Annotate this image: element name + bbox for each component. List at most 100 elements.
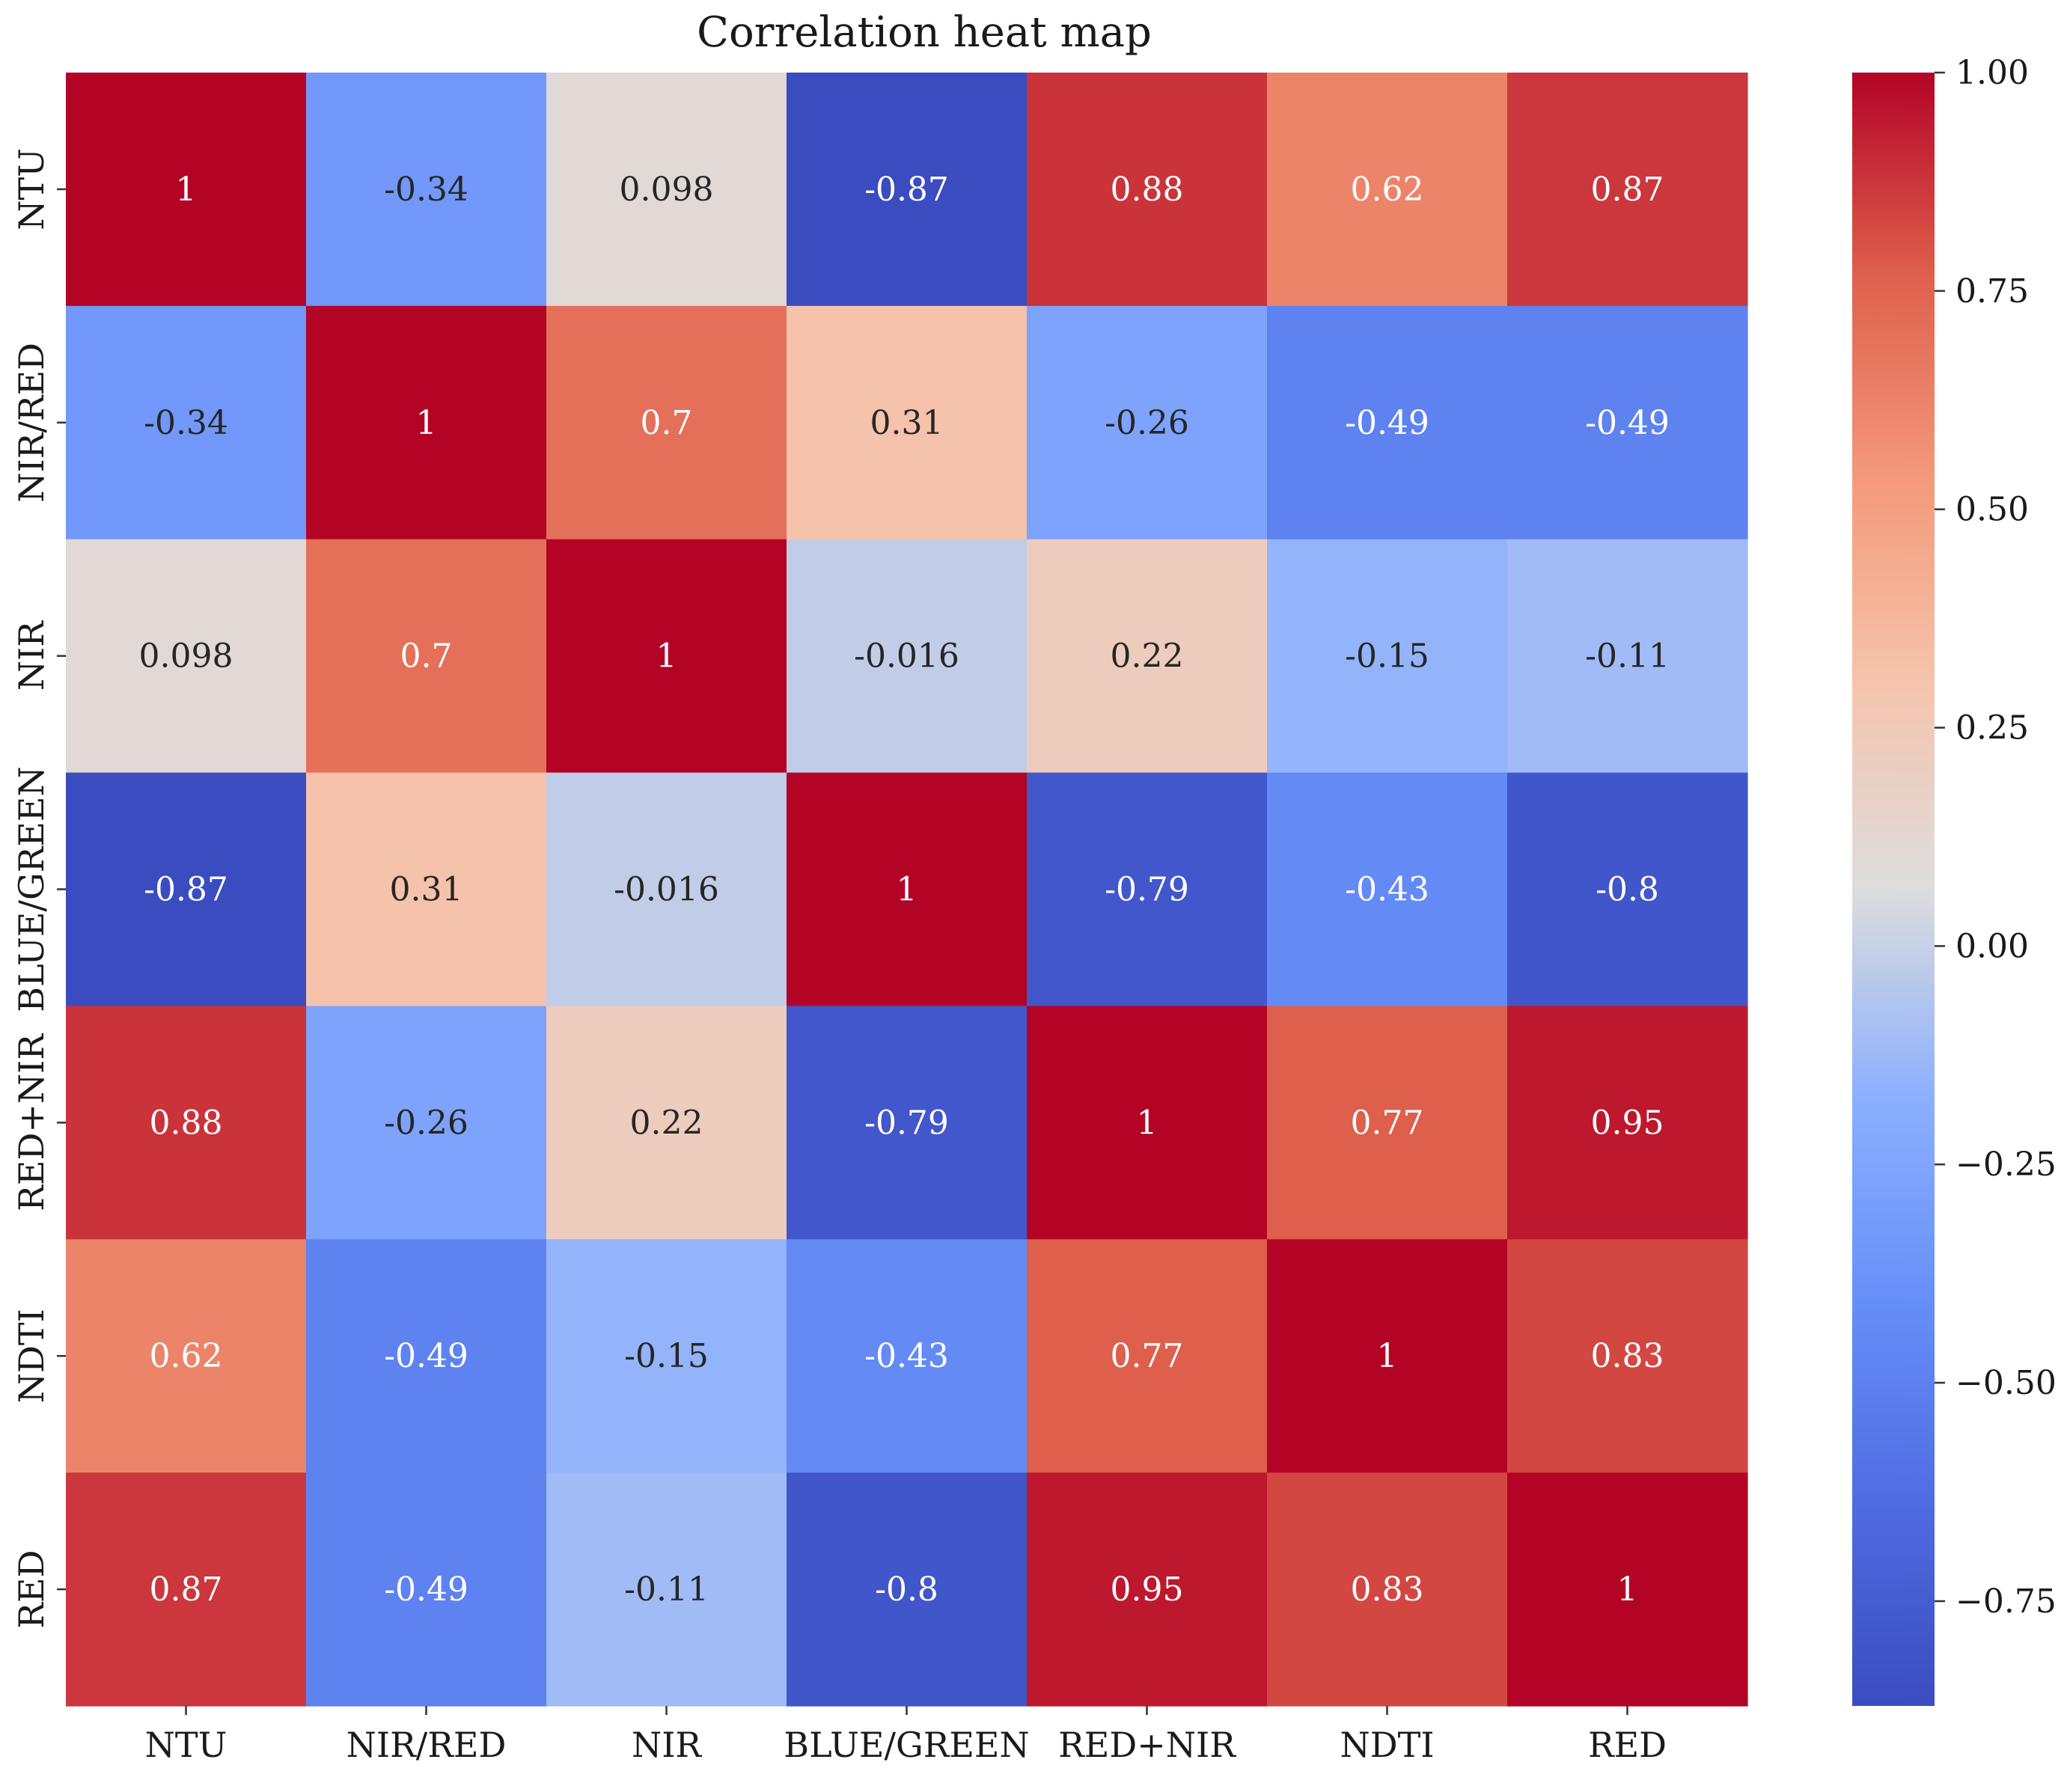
cell-annotation-5-1: -0.49 xyxy=(384,1337,468,1375)
heatmap-cell-4-3 xyxy=(787,1006,1028,1240)
heatmap-cell-1-0 xyxy=(66,305,307,540)
x-axis: NTU NIR/RED NIR BLUE/GREEN RED+NIR NDTI RED xyxy=(145,1706,1667,1765)
cell-annotation-1-1: 1 xyxy=(416,404,437,442)
cell-annotation-2-5: -0.15 xyxy=(1345,637,1429,676)
heatmap-cell-6-0 xyxy=(66,1473,307,1707)
cell-annotation-5-5: 1 xyxy=(1377,1337,1398,1375)
heatmap-cell-4-4 xyxy=(1027,1006,1268,1240)
cell-annotation-1-0: -0.34 xyxy=(144,404,228,442)
cell-annotation-3-1: 0.31 xyxy=(390,871,463,909)
colorbar-tick-label-4: 0.00 xyxy=(1955,927,2029,965)
heatmap-cell-2-3 xyxy=(787,539,1028,774)
cell-annotation-0-4: 0.88 xyxy=(1111,171,1184,209)
cell-annotation-3-4: -0.79 xyxy=(1105,871,1189,909)
heatmap-cell-2-5 xyxy=(1267,539,1508,774)
heatmap-cell-5-1 xyxy=(306,1239,547,1473)
heatmap-cell-3-4 xyxy=(1027,772,1268,1007)
cell-annotation-4-2: 0.22 xyxy=(630,1104,703,1142)
cell-annotation-6-1: -0.49 xyxy=(384,1571,468,1609)
heatmap-cell-6-5 xyxy=(1267,1473,1508,1707)
cell-annotation-4-4: 1 xyxy=(1137,1104,1158,1142)
chart-title: Correlation heat map xyxy=(697,8,1152,57)
colorbar-tick-label-1: 0.75 xyxy=(1955,272,2029,311)
heatmap-cell-3-5 xyxy=(1267,772,1508,1007)
cell-annotation-0-2: 0.098 xyxy=(620,171,714,209)
cell-annotation-4-3: -0.79 xyxy=(864,1104,949,1142)
heatmap-cell-6-2 xyxy=(546,1473,787,1707)
heatmap-cell-3-2 xyxy=(546,772,787,1007)
heatmap-cell-0-0 xyxy=(66,73,307,307)
heatmap-cell-2-4 xyxy=(1027,539,1268,774)
heatmap-cell-0-2 xyxy=(546,73,787,307)
cell-annotation-5-0: 0.62 xyxy=(150,1337,223,1375)
cell-annotation-2-6: -0.11 xyxy=(1585,637,1670,676)
cell-annotation-5-6: 0.83 xyxy=(1591,1337,1664,1375)
cell-annotation-4-6: 0.95 xyxy=(1591,1104,1664,1142)
heatmap-cell-0-5 xyxy=(1267,73,1508,307)
heatmap-cell-4-5 xyxy=(1267,1006,1508,1240)
cell-annotation-6-2: -0.11 xyxy=(624,1571,709,1609)
heatmap-cell-5-6 xyxy=(1507,1239,1748,1473)
heatmap-cell-6-3 xyxy=(787,1473,1028,1707)
x-tick-label-1: NIR/RED xyxy=(346,1725,507,1765)
heatmap-cells xyxy=(66,73,1748,1707)
heatmap-cell-6-4 xyxy=(1027,1473,1268,1707)
colorbar: 1.00 0.75 0.50 0.25 0.00 −0.25 −0.50 −0.75 xyxy=(1852,54,2057,1706)
x-tick-label-2: NIR xyxy=(632,1725,702,1765)
heatmap-cell-0-6 xyxy=(1507,73,1748,307)
cell-annotation-5-2: -0.15 xyxy=(624,1337,709,1375)
cell-annotation-6-6: 1 xyxy=(1617,1571,1638,1609)
heatmap-cell-5-2 xyxy=(546,1239,787,1473)
y-tick-label-1: NIR/RED xyxy=(11,343,52,503)
heatmap-cell-3-3 xyxy=(787,772,1028,1007)
heatmap-cell-4-1 xyxy=(306,1006,547,1240)
cell-annotation-1-4: -0.26 xyxy=(1105,404,1189,442)
heatmap-cell-0-4 xyxy=(1027,73,1268,307)
x-tick-label-0: NTU xyxy=(145,1725,228,1765)
x-tick-label-6: RED xyxy=(1588,1725,1667,1765)
heatmap-cell-2-6 xyxy=(1507,539,1748,774)
y-tick-label-4: RED+NIR xyxy=(11,1033,52,1211)
y-axis: NTU NIR/RED NIR BLUE/GREEN RED+NIR NDTI RED xyxy=(11,148,66,1629)
colorbar-tick-label-2: 0.50 xyxy=(1955,491,2029,529)
heatmap-cell-4-2 xyxy=(546,1006,787,1240)
cell-annotation-0-1: -0.34 xyxy=(384,171,468,209)
colorbar-tick-label-5: −0.25 xyxy=(1955,1146,2057,1184)
heatmap-cell-6-1 xyxy=(306,1473,547,1707)
cell-annotation-4-0: 0.88 xyxy=(150,1104,223,1142)
colorbar-tick-label-3: 0.25 xyxy=(1955,709,2029,747)
y-tick-label-2: NIR xyxy=(11,620,52,691)
heatmap-cell-0-1 xyxy=(306,73,547,307)
cell-annotation-2-1: 0.7 xyxy=(400,637,453,676)
heatmap-cell-4-0 xyxy=(66,1006,307,1240)
x-tick-label-4: RED+NIR xyxy=(1058,1725,1236,1765)
heatmap-cell-3-1 xyxy=(306,772,547,1007)
heatmap-cell-5-0 xyxy=(66,1239,307,1473)
cell-annotation-1-5: -0.49 xyxy=(1345,404,1429,442)
cell-annotation-2-2: 1 xyxy=(656,637,677,676)
cell-annotation-0-5: 0.62 xyxy=(1351,171,1424,209)
y-tick-label-0: NTU xyxy=(11,148,52,230)
heatmap-cell-1-1 xyxy=(306,305,547,540)
cell-annotation-3-3: 1 xyxy=(897,871,918,909)
cell-annotation-6-3: -0.8 xyxy=(875,1571,938,1609)
cell-annotation-3-0: -0.87 xyxy=(144,871,228,909)
heatmap-cell-3-6 xyxy=(1507,772,1748,1007)
heatmap-cell-1-5 xyxy=(1267,305,1508,540)
cell-annotation-4-1: -0.26 xyxy=(384,1104,468,1142)
cell-annotation-0-6: 0.87 xyxy=(1591,171,1664,209)
heatmap-cell-5-3 xyxy=(787,1239,1028,1473)
heatmap-cell-2-1 xyxy=(306,539,547,774)
heatmap-cell-5-4 xyxy=(1027,1239,1268,1473)
heatmap-cell-1-4 xyxy=(1027,305,1268,540)
colorbar-tick-label-7: −0.75 xyxy=(1955,1582,2057,1621)
cell-annotations: 1 -0.34 0.098 -0.87 0.88 0.62 0.87 -0.34 1 0.7 0.3… xyxy=(139,171,1670,1609)
cell-annotation-5-3: -0.43 xyxy=(864,1337,949,1375)
cell-annotation-3-5: -0.43 xyxy=(1345,871,1429,909)
colorbar-tick-label-0: 1.00 xyxy=(1955,54,2029,92)
heatmap-cell-0-3 xyxy=(787,73,1028,307)
y-tick-label-5: NDTI xyxy=(11,1309,52,1403)
y-tick-label-6: RED xyxy=(11,1550,52,1629)
cell-annotation-5-4: 0.77 xyxy=(1111,1337,1184,1375)
